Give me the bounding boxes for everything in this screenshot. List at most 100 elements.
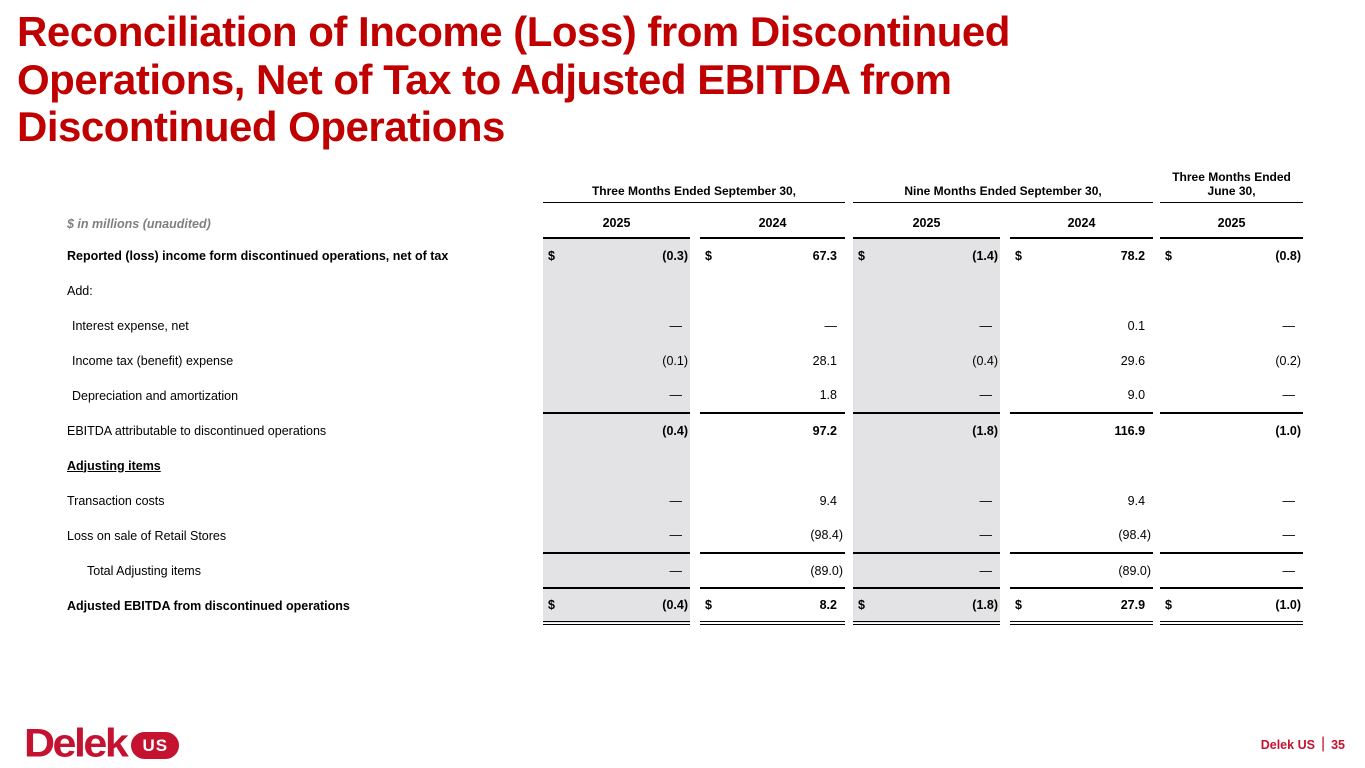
table-row: Total Adjusting items — (89.0) — (89.0) — — [55, 553, 1304, 589]
value: (0.4) — [662, 598, 688, 612]
column-gap — [690, 273, 700, 308]
value: 1.8 — [819, 388, 837, 402]
value-cell: — — [1160, 308, 1303, 343]
column-gap — [845, 518, 853, 553]
column-gap — [1000, 518, 1010, 553]
value: (0.3) — [662, 249, 688, 263]
row-label: EBITDA attributable to discontinued oper… — [67, 423, 327, 438]
value-cell: — — [853, 553, 1000, 589]
value: (1.0) — [1275, 598, 1302, 612]
currency-symbol: $ — [705, 598, 712, 612]
column-gap — [690, 588, 700, 623]
row-label: Reported (loss) income form discontinued… — [67, 248, 449, 263]
column-group-header: Three Months Ended June 30, — [1160, 154, 1304, 203]
column-gap — [690, 518, 700, 553]
value: — — [1282, 563, 1296, 578]
column-gap — [845, 154, 853, 202]
value: 9.0 — [1127, 388, 1146, 402]
column-gap — [845, 343, 853, 378]
value-cell: $78.2 — [1010, 238, 1153, 273]
value-cell: $ (0.4) — [543, 588, 690, 625]
table-row: Transaction costs — 9.4 — 9.4 — — [55, 483, 1303, 518]
value-cell: $ (1.8) — [853, 588, 1000, 625]
table-row: Add: — [55, 273, 1303, 308]
table-row: Adjusted EBITDA from discontinued operat… — [55, 588, 1304, 625]
value: (0.1) — [662, 353, 688, 368]
value-cell: 28.1 — [700, 343, 845, 378]
page-title: Reconciliation of Income (Loss) from Dis… — [17, 8, 1217, 151]
title-line: Discontinued Operations — [17, 103, 505, 150]
column-gap — [1153, 518, 1161, 553]
year-header: 2024 — [700, 202, 845, 239]
currency-symbol: $ — [548, 249, 555, 263]
value: (1.0) — [1275, 424, 1302, 438]
table-row: Loss on sale of Retail Stores — (98.4) — (98… — [55, 518, 1304, 554]
column-gap — [690, 553, 700, 588]
value: — — [1282, 318, 1296, 333]
value-cell: (98.4) — [1010, 518, 1154, 554]
column-gap — [1153, 483, 1161, 518]
value-cell — [853, 448, 1000, 483]
value-cell: — — [1160, 553, 1304, 589]
year-header: 2025 — [853, 202, 1000, 239]
value: — — [824, 318, 838, 333]
page-reference: Delek US | 35 — [1261, 735, 1345, 754]
column-gap — [1000, 588, 1010, 623]
value: — — [1282, 388, 1296, 402]
value-cell: (0.4) — [853, 343, 1000, 378]
column-group-header: Nine Months Ended September 30, — [853, 154, 1154, 203]
row-label: Transaction costs — [67, 493, 165, 508]
value-cell: $ (1.4) — [853, 238, 1000, 273]
logo-wordmark: Delek — [24, 721, 129, 766]
column-gap — [845, 588, 853, 623]
table-row: Reported (loss) income form discontinued… — [55, 238, 1303, 273]
value: — — [979, 563, 993, 578]
value-cell: 1.8 — [700, 378, 845, 414]
value-cell: $ (0.3) — [543, 238, 690, 273]
value: (89.0) — [1118, 563, 1152, 578]
value-cell: 9.4 — [1010, 483, 1153, 518]
column-gap — [1000, 308, 1010, 343]
row-label: Loss on sale of Retail Stores — [67, 528, 227, 543]
year-header: 2025 — [543, 202, 690, 239]
column-gap — [845, 483, 853, 518]
row-label: Interest expense, net — [72, 318, 189, 333]
row-label: Add: — [67, 283, 93, 298]
value-cell: $8.2 — [700, 588, 845, 625]
spacer-cell — [55, 154, 543, 202]
value-cell: $67.3 — [700, 238, 845, 273]
table-row: Depreciation and amortization — 1.8 — 9.0 — — [55, 378, 1304, 414]
year-header-row: $ in millions (unaudited) 2025 2024 2025… — [55, 202, 1304, 239]
value-cell: (98.4) — [700, 518, 845, 554]
table-row: Income tax (benefit) expense (0.1) 28.1 (0.… — [55, 343, 1303, 378]
title-line: Operations, Net of Tax to Adjusted EBITD… — [17, 55, 952, 103]
value-cell — [1010, 273, 1153, 308]
column-gap — [690, 483, 700, 518]
column-gap — [1000, 202, 1010, 238]
value-cell: $ (1.0) — [1160, 588, 1304, 625]
column-group-header: Three Months Ended September 30, — [543, 154, 845, 203]
currency-symbol: $ — [858, 598, 865, 612]
value-cell: (89.0) — [1010, 553, 1154, 589]
column-gap — [845, 553, 853, 588]
column-gap — [690, 202, 700, 238]
value: (98.4) — [810, 528, 843, 542]
column-gap — [1153, 448, 1161, 483]
value: — — [669, 388, 683, 402]
column-gap — [1153, 588, 1161, 623]
column-gap — [690, 343, 700, 378]
column-gap — [690, 448, 700, 483]
value: — — [1282, 493, 1296, 508]
footer-separator: | — [1320, 735, 1326, 752]
currency-symbol: $ — [1165, 249, 1172, 263]
value: — — [669, 493, 683, 508]
row-label: Depreciation and amortization — [72, 388, 239, 403]
value-cell: $27.9 — [1010, 588, 1154, 625]
column-gap — [690, 308, 700, 343]
value: 27.9 — [1120, 598, 1146, 612]
row-label: Adjusting items — [67, 458, 161, 473]
row-label: Income tax (benefit) expense — [72, 353, 234, 368]
value-cell: — — [1160, 518, 1304, 554]
column-gap — [1153, 553, 1161, 588]
